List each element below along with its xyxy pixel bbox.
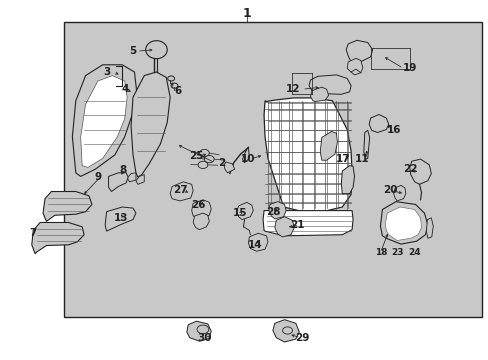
Text: 4: 4	[121, 84, 128, 94]
Polygon shape	[380, 202, 427, 244]
Polygon shape	[204, 156, 214, 163]
Polygon shape	[274, 217, 294, 237]
Text: 19: 19	[402, 63, 416, 73]
Polygon shape	[167, 76, 174, 81]
Polygon shape	[197, 325, 208, 334]
Polygon shape	[282, 327, 292, 334]
Polygon shape	[136, 175, 144, 184]
Polygon shape	[308, 75, 350, 94]
Polygon shape	[426, 218, 432, 238]
Polygon shape	[193, 213, 209, 230]
Text: 5: 5	[129, 46, 136, 56]
Text: 13: 13	[114, 213, 128, 223]
Text: 17: 17	[335, 154, 350, 164]
Polygon shape	[248, 233, 267, 251]
Polygon shape	[32, 222, 84, 254]
Polygon shape	[393, 185, 405, 201]
Polygon shape	[236, 202, 253, 220]
Polygon shape	[272, 320, 299, 342]
Polygon shape	[224, 162, 234, 173]
Text: 20: 20	[382, 185, 397, 195]
Polygon shape	[268, 202, 285, 219]
Text: 30: 30	[197, 333, 211, 343]
Polygon shape	[72, 65, 137, 176]
Polygon shape	[242, 147, 249, 163]
Text: 29: 29	[294, 333, 309, 343]
Text: 6: 6	[175, 86, 182, 96]
Text: 28: 28	[266, 207, 281, 217]
Polygon shape	[199, 149, 209, 157]
Polygon shape	[264, 98, 351, 212]
Text: 22: 22	[403, 164, 417, 174]
Text: 14: 14	[247, 240, 262, 250]
Polygon shape	[310, 87, 328, 102]
Polygon shape	[346, 58, 362, 75]
Polygon shape	[127, 173, 136, 182]
Text: 12: 12	[285, 84, 300, 94]
Polygon shape	[368, 114, 388, 132]
Polygon shape	[409, 159, 430, 184]
Text: 15: 15	[232, 208, 246, 218]
Polygon shape	[81, 76, 127, 167]
Text: 18: 18	[374, 248, 387, 257]
Text: 2: 2	[218, 158, 224, 168]
Polygon shape	[263, 211, 352, 236]
Polygon shape	[363, 130, 369, 159]
Polygon shape	[186, 321, 211, 341]
Polygon shape	[170, 182, 193, 201]
Text: 9: 9	[94, 172, 101, 182]
Text: 8: 8	[120, 165, 126, 175]
Bar	[63, 22, 481, 317]
Text: 16: 16	[386, 125, 400, 135]
Text: 24: 24	[407, 248, 420, 257]
Polygon shape	[43, 192, 92, 221]
Polygon shape	[385, 207, 421, 240]
Polygon shape	[320, 131, 337, 160]
Text: 26: 26	[190, 200, 205, 210]
Polygon shape	[145, 41, 167, 59]
Text: 21: 21	[289, 220, 304, 230]
Polygon shape	[131, 72, 170, 177]
Polygon shape	[341, 166, 354, 194]
Text: 25: 25	[189, 150, 203, 161]
Text: 1: 1	[242, 7, 251, 20]
Text: 27: 27	[172, 185, 187, 195]
Text: 11: 11	[354, 154, 368, 164]
Text: 23: 23	[390, 248, 403, 257]
Polygon shape	[191, 200, 211, 218]
Polygon shape	[171, 83, 178, 88]
Polygon shape	[108, 173, 128, 192]
Polygon shape	[105, 207, 136, 231]
Text: 3: 3	[103, 67, 110, 77]
Polygon shape	[198, 161, 207, 168]
Polygon shape	[346, 40, 372, 63]
Text: 7: 7	[29, 228, 37, 238]
Text: 10: 10	[241, 154, 255, 164]
